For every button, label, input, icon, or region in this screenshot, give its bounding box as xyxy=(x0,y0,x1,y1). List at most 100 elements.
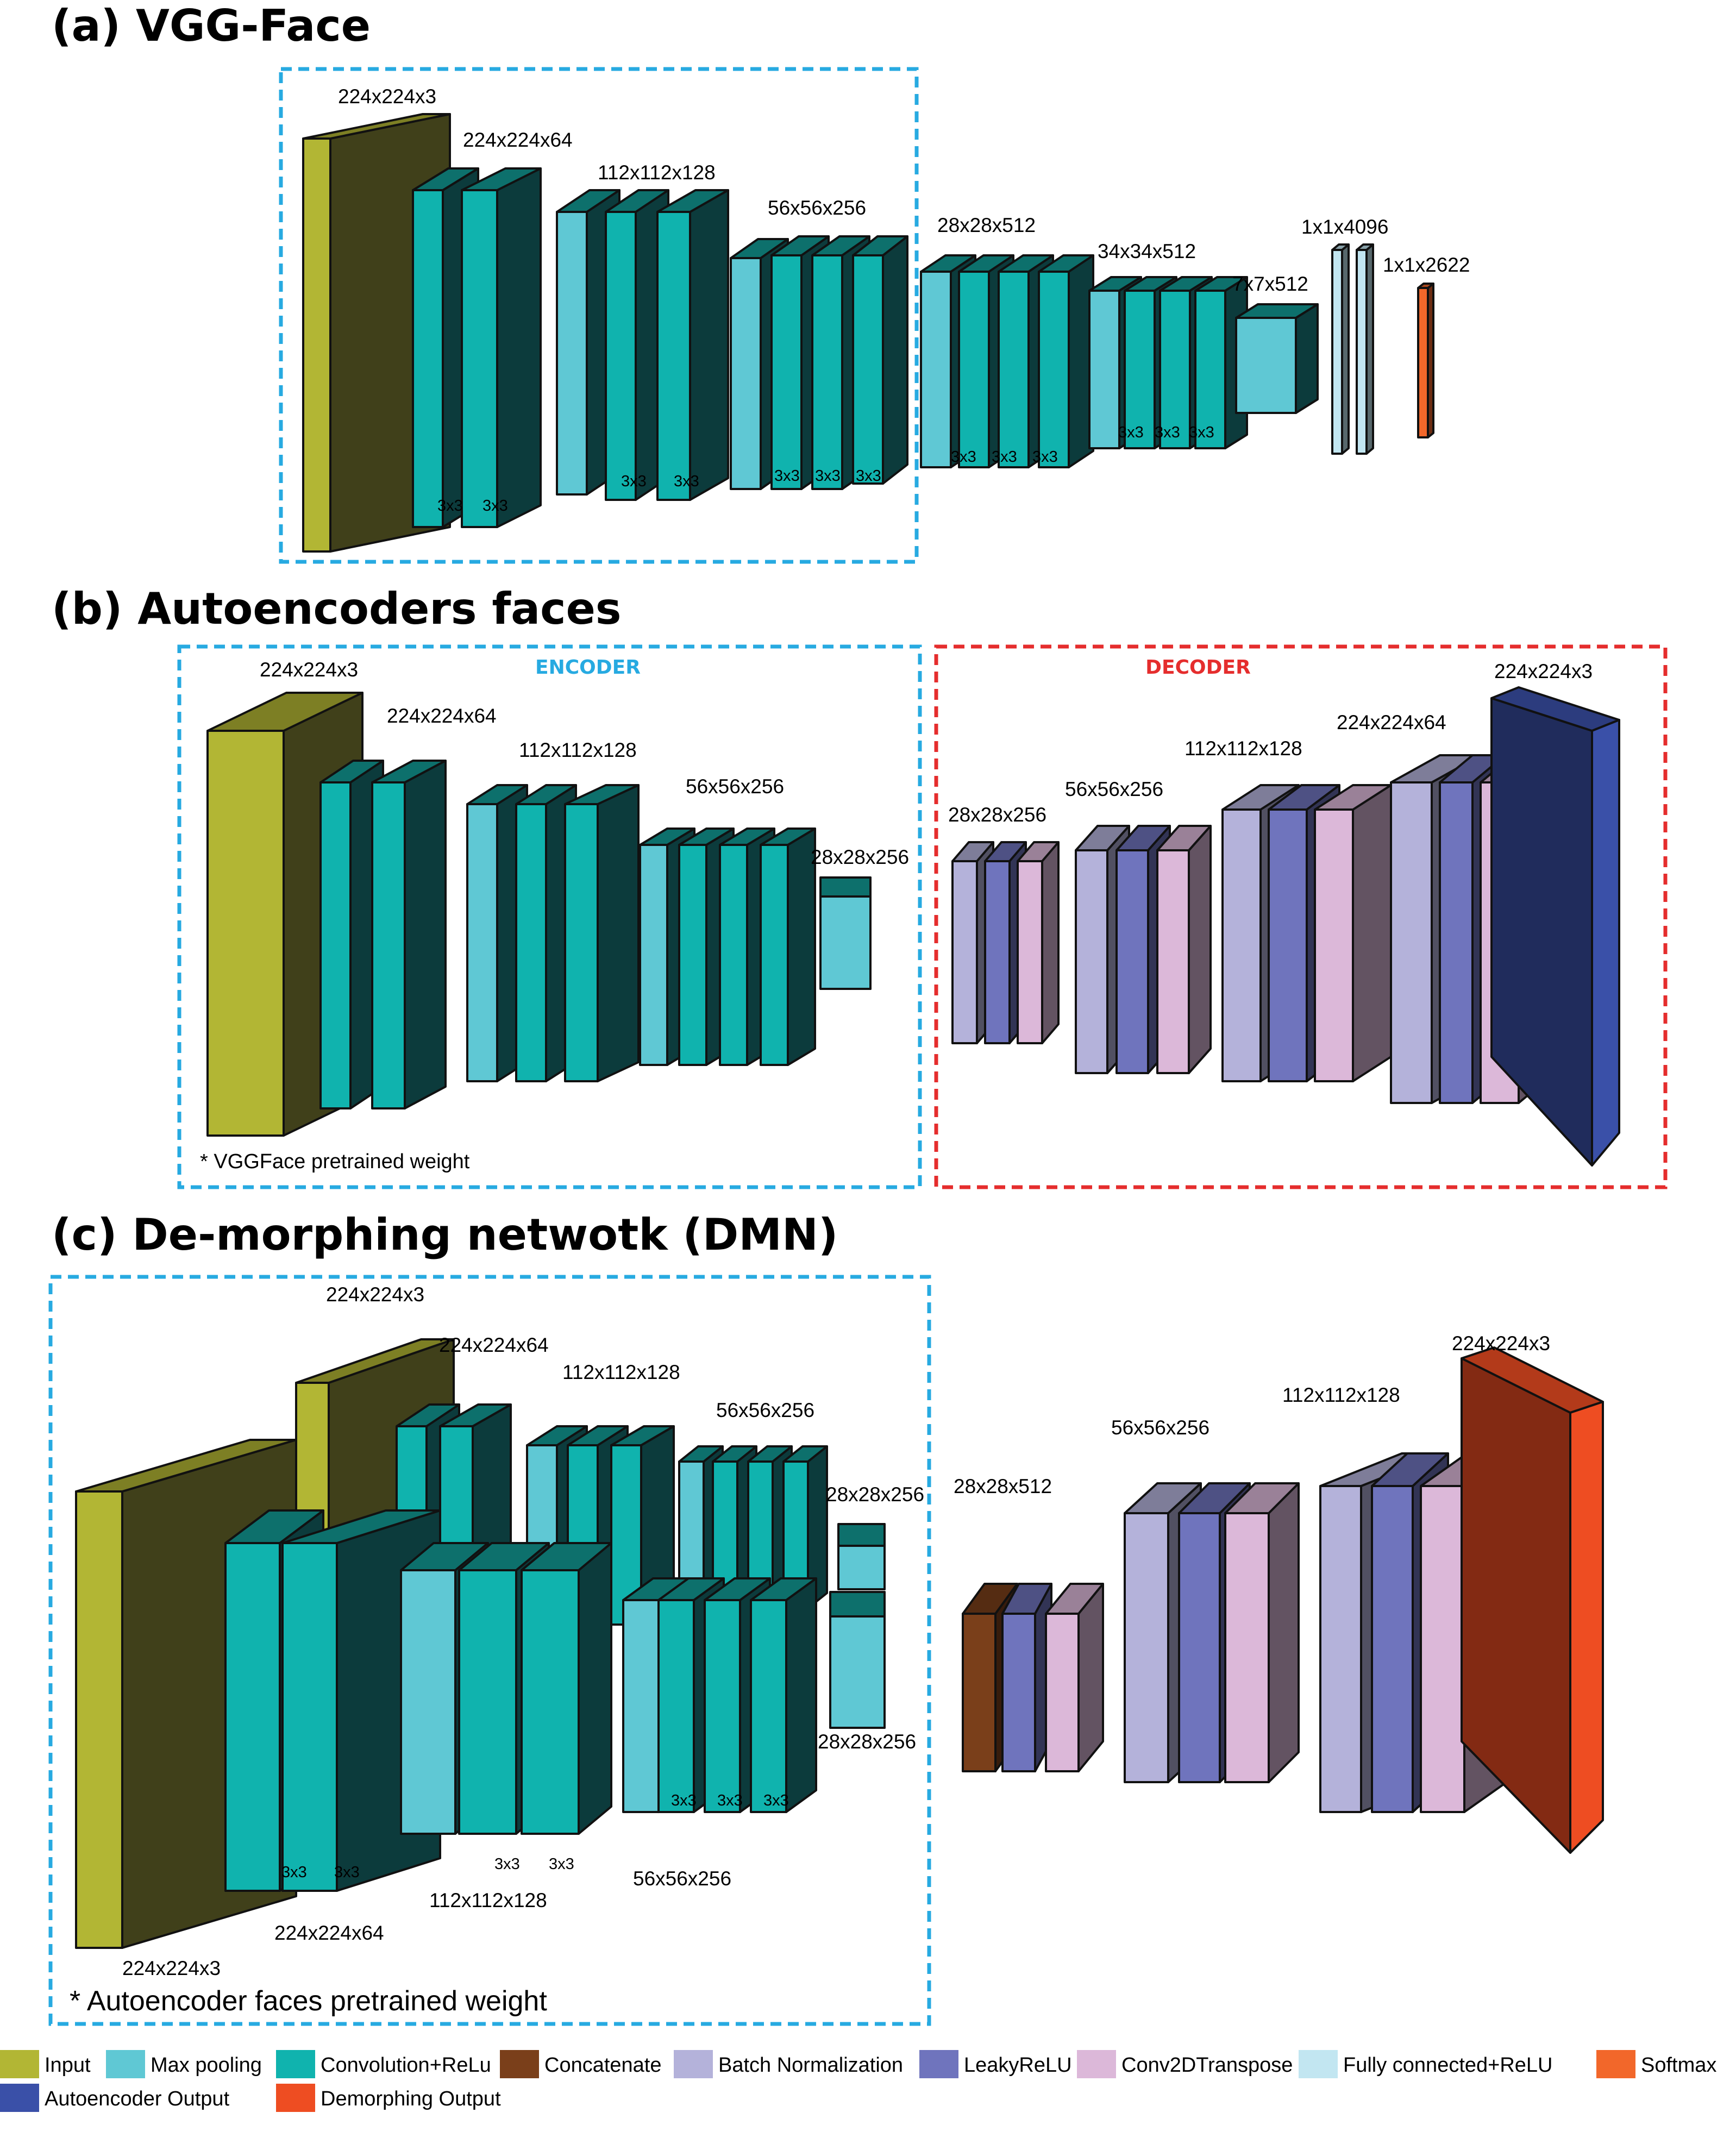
a-dim-conv3: 56x56x256 xyxy=(768,197,866,219)
b-dec2-tconv xyxy=(1156,825,1212,1074)
c-dim-front-conv3: 56x56x256 xyxy=(633,1867,731,1890)
b-dim-encoded: 28x28x256 xyxy=(811,846,909,868)
a-conv1-2 xyxy=(461,167,542,528)
legend-label: Conv2DTranspose xyxy=(1121,2054,1293,2077)
legend-item-conv-relu: Convolution+ReLu xyxy=(276,2050,491,2078)
panel-a-title: (a) VGG-Face xyxy=(52,1,371,51)
c-dim-dec2: 56x56x256 xyxy=(1111,1416,1209,1439)
c-dim-back-input: 224x224x3 xyxy=(326,1283,424,1306)
kernel-size-label: 3x3 xyxy=(671,1792,697,1809)
legend-item-concatenate: Concatenate xyxy=(500,2050,662,2078)
a-dim-fc: 1x1x4096 xyxy=(1301,216,1388,238)
a-conv3-3 xyxy=(852,235,908,485)
legend-item-fully-connected: Fully connected+ReLU xyxy=(1299,2050,1553,2078)
legend-swatch xyxy=(919,2050,958,2078)
c-back-conv3-3 xyxy=(782,1445,828,1609)
kernel-size-label: 3x3 xyxy=(482,497,508,515)
legend-swatch xyxy=(276,2084,315,2112)
b-conv1-2 xyxy=(371,760,447,1109)
legend-item-autoencoder-output: Autoencoder Output xyxy=(0,2084,230,2112)
legend-item-conv2d-transpose: Conv2DTranspose xyxy=(1077,2050,1293,2078)
c-dim-front-input: 224x224x3 xyxy=(122,1957,221,1979)
b-dim-conv2: 112x112x128 xyxy=(519,739,637,761)
c-dim-front-conv1: 224x224x64 xyxy=(274,1922,384,1944)
a-dim-conv1: 224x224x64 xyxy=(463,129,573,151)
kernel-size-label: 3x3 xyxy=(437,497,463,515)
legend-swatch xyxy=(0,2084,39,2112)
kernel-size-label: 3x3 xyxy=(763,1792,789,1809)
legend-swatch xyxy=(0,2050,39,2078)
legend-swatch xyxy=(1077,2050,1116,2078)
c-dim-back-conv2: 112x112x128 xyxy=(562,1361,680,1383)
a-dim-conv5: 34x34x512 xyxy=(1098,240,1196,262)
b-conv2-2 xyxy=(564,784,640,1082)
b-dim-dec3: 112x112x128 xyxy=(1185,737,1302,760)
legend-label: Convolution+ReLu xyxy=(321,2054,491,2077)
legend-swatch xyxy=(674,2050,713,2078)
c-back-encoded xyxy=(837,1523,886,1590)
kernel-size-label: 3x3 xyxy=(1118,424,1144,441)
c-front-conv3-3 xyxy=(750,1577,817,1813)
legend-swatch xyxy=(500,2050,539,2078)
legend-swatch xyxy=(1596,2050,1635,2078)
c-dec1-tconv xyxy=(1045,1583,1104,1772)
kernel-labels: 3x3 3x3 3x3 3x3 3x3 3x3 3x3 3x3 3x3 3x3 3x3 3x3 3x3 3… xyxy=(281,424,1214,1881)
legend-label: Input xyxy=(45,2054,91,2077)
a-pool-final xyxy=(1235,303,1319,414)
c-front-conv2-2 xyxy=(521,1542,612,1835)
b-dim-input: 224x224x3 xyxy=(260,659,358,681)
kernel-size-label: 3x3 xyxy=(621,473,647,490)
kernel-size-label: 3x3 xyxy=(1155,424,1180,441)
decoder-label: DECODER xyxy=(1145,656,1251,679)
kernel-size-label: 3x3 xyxy=(951,448,976,466)
c-dim-back-encoded: 28x28x256 xyxy=(826,1483,924,1506)
legend-label: Max pooling xyxy=(151,2054,262,2077)
legend-label: LeakyReLU xyxy=(964,2054,1072,2077)
kernel-size-label: 3x3 xyxy=(774,467,800,485)
c-dim-back-conv3: 56x56x256 xyxy=(716,1399,814,1421)
legend-label: Fully connected+ReLU xyxy=(1343,2054,1553,2077)
kernel-size-label: 3x3 xyxy=(992,448,1017,466)
c-dim-output: 224x224x3 xyxy=(1452,1332,1550,1355)
panel-a-frame xyxy=(279,67,919,564)
b-dec1-tconv xyxy=(1017,841,1060,1044)
kernel-size-label: 3x3 xyxy=(281,1864,307,1881)
a-dim-pool: 7x7x512 xyxy=(1232,273,1308,295)
kernel-size-label: 3x3 xyxy=(1032,448,1058,466)
panel-b-title: (b) Autoencoders faces xyxy=(52,584,621,634)
panel-c-title: (c) De-morphing netwotk (DMN) xyxy=(52,1209,838,1260)
legend-item-leaky-relu: LeakyReLU xyxy=(919,2050,1072,2078)
a-dim-conv4: 28x28x512 xyxy=(937,214,1036,236)
layer-blocks xyxy=(75,113,1620,1949)
legend-label: Autoencoder Output xyxy=(45,2087,230,2110)
b-dim-dec4: 224x224x64 xyxy=(1337,711,1446,734)
b-encoded xyxy=(819,876,872,990)
legend-label: Demorphing Output xyxy=(321,2087,501,2110)
kernel-size-label: 3x3 xyxy=(549,1855,574,1873)
a-fc1 xyxy=(1331,243,1350,455)
b-output-block xyxy=(1490,686,1620,1167)
a-softmax xyxy=(1417,283,1434,438)
legend-swatch xyxy=(276,2050,315,2078)
legend-item-batch-norm: Batch Normalization xyxy=(674,2050,903,2078)
c-front-encoded xyxy=(829,1591,886,1729)
c-dim-back-conv1: 224x224x64 xyxy=(439,1334,549,1356)
c-dim-concat: 28x28x512 xyxy=(954,1475,1052,1497)
dimension-labels: 224x224x3 224x224x64 112x112x128 56x56x256 2… xyxy=(122,85,1593,1979)
decoder-frame xyxy=(934,644,1668,1189)
legend-swatch xyxy=(1299,2050,1338,2078)
legend: Input Max pooling Convolution+ReLu Concaten… xyxy=(0,2050,1716,2112)
b-dim-output: 224x224x3 xyxy=(1494,660,1593,682)
legend-item-input: Input xyxy=(0,2050,91,2078)
c-dim-front-encoded: 28x28x256 xyxy=(818,1731,916,1753)
c-output-block xyxy=(1461,1346,1604,1854)
kernel-size-label: 3x3 xyxy=(856,467,881,485)
b-dim-dec1: 28x28x256 xyxy=(948,804,1046,826)
a-dim-input: 224x224x3 xyxy=(338,85,436,108)
a-conv4-3 xyxy=(1038,254,1094,468)
b-dec3-tconv xyxy=(1314,784,1392,1082)
kernel-size-label: 3x3 xyxy=(1189,424,1214,441)
c-dim-front-conv2: 112x112x128 xyxy=(429,1889,547,1911)
b-dim-conv3: 56x56x256 xyxy=(686,775,784,798)
kernel-size-label: 3x3 xyxy=(674,473,699,490)
